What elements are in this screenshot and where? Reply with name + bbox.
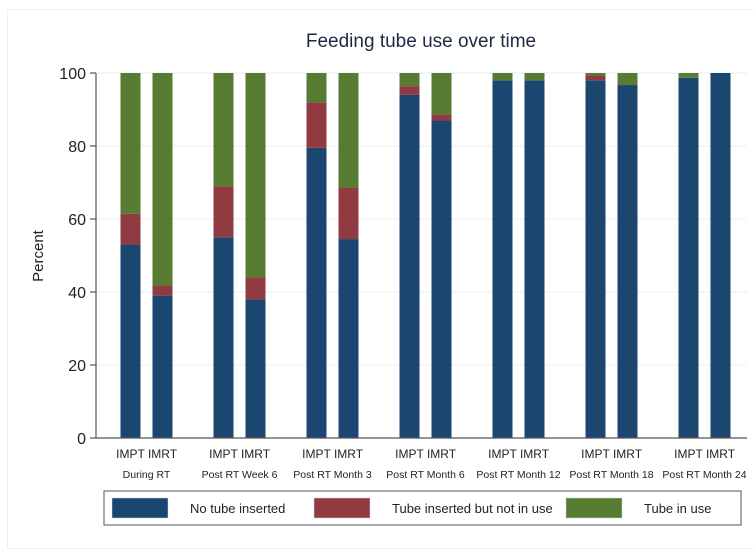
bar-segment-tube-in-use <box>678 73 699 78</box>
bar-label: IMPT <box>488 447 517 461</box>
group-label: Post RT Week 6 <box>202 469 278 481</box>
bar-segment-tube-inserted-but-not-in-use <box>245 277 266 300</box>
bar-label: IMRT <box>241 447 271 461</box>
legend-label: Tube inserted but not in use <box>392 501 553 516</box>
bar-segment-tube-in-use <box>585 73 606 76</box>
legend-box <box>103 490 742 526</box>
bar-segment-no-tube-inserted <box>524 80 545 439</box>
chart-title: Feeding tube use over time <box>306 31 536 52</box>
group-label: Post RT Month 18 <box>569 469 653 481</box>
bar-label: IMPT <box>581 447 610 461</box>
bar-segment-no-tube-inserted <box>306 147 327 438</box>
bar-segment-tube-inserted-but-not-in-use <box>399 86 420 95</box>
y-tick-label: 20 <box>68 358 86 375</box>
bar-segment-no-tube-inserted <box>617 85 638 439</box>
bar-label: IMPT <box>302 447 331 461</box>
bar-segment-tube-inserted-but-not-in-use <box>338 187 359 240</box>
bar-segment-tube-inserted-but-not-in-use <box>306 102 327 148</box>
bar-segment-no-tube-inserted <box>245 299 266 438</box>
bar-segment-no-tube-inserted <box>152 295 173 438</box>
bar-segment-tube-inserted-but-not-in-use <box>120 213 141 245</box>
legend-label: Tube in use <box>644 501 711 516</box>
bar-segment-tube-in-use <box>617 73 638 86</box>
legend-swatch <box>111 497 169 519</box>
bar-segment-no-tube-inserted <box>492 80 513 439</box>
bar-label: IMRT <box>706 447 736 461</box>
bar-label: IMPT <box>209 447 238 461</box>
bar-label: IMRT <box>148 447 178 461</box>
y-axis-label: Percent <box>30 229 47 282</box>
bar-segment-tube-inserted-but-not-in-use <box>152 285 173 296</box>
bar-segment-no-tube-inserted <box>399 94 420 439</box>
y-tick-label: 0 <box>77 431 86 448</box>
y-tick-label: 40 <box>68 285 86 302</box>
bar-label: IMRT <box>520 447 550 461</box>
bar-segment-no-tube-inserted <box>678 77 699 439</box>
bar-segment-no-tube-inserted <box>213 237 234 438</box>
legend-label: No tube inserted <box>190 501 285 516</box>
bar-segment-tube-in-use <box>492 73 513 81</box>
group-label: During RT <box>123 469 171 481</box>
bar-segment-tube-in-use <box>152 73 173 286</box>
bar-label: IMRT <box>334 447 364 461</box>
bar-segment-tube-in-use <box>245 73 266 278</box>
group-label: Post RT Month 6 <box>386 469 465 481</box>
bar-segment-no-tube-inserted <box>431 120 452 438</box>
bar-segment-tube-in-use <box>431 73 452 115</box>
bar-segment-tube-inserted-but-not-in-use <box>585 75 606 81</box>
y-tick-label: 80 <box>68 139 86 156</box>
bar-label: IMRT <box>613 447 643 461</box>
bar-label: IMPT <box>116 447 145 461</box>
bar-label: IMPT <box>395 447 424 461</box>
group-label: Post RT Month 3 <box>293 469 372 481</box>
y-tick-label: 60 <box>68 212 86 229</box>
legend: No tube inserted Tube inserted but not in… <box>103 490 742 526</box>
bar-label: IMPT <box>674 447 703 461</box>
bars <box>120 73 731 439</box>
bar-segment-tube-in-use <box>399 73 420 87</box>
stacked-bar-chart: Feeding tube use over time 020406080100 … <box>30 31 747 526</box>
bar-segment-tube-in-use <box>120 73 141 214</box>
gridlines <box>96 72 747 366</box>
bar-segment-tube-in-use <box>213 73 234 187</box>
y-ticks: 0 20 40 60 80 100 <box>59 66 96 448</box>
bar-segment-tube-in-use <box>306 73 327 103</box>
group-label: Post RT Month 24 <box>662 469 746 481</box>
bar-segment-tube-in-use <box>338 73 359 188</box>
bar-label: IMRT <box>427 447 457 461</box>
bar-segment-tube-in-use <box>524 73 545 81</box>
bar-segment-no-tube-inserted <box>585 80 606 439</box>
bar-segment-no-tube-inserted <box>338 239 359 438</box>
bar-segment-tube-inserted-but-not-in-use <box>213 186 234 238</box>
group-label: Post RT Month 12 <box>476 469 560 481</box>
bar-segment-no-tube-inserted <box>710 73 731 438</box>
legend-swatch <box>565 497 623 519</box>
bar-segment-tube-inserted-but-not-in-use <box>431 114 452 121</box>
legend-swatch <box>313 497 371 519</box>
y-tick-label: 100 <box>59 66 86 83</box>
bar-segment-no-tube-inserted <box>120 244 141 438</box>
